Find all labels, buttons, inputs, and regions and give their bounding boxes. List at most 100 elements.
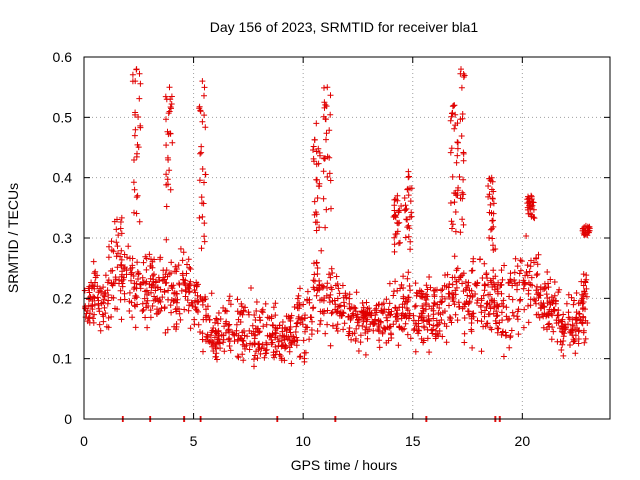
data-point (257, 350, 264, 357)
data-point (252, 317, 259, 323)
data-point (517, 267, 524, 274)
data-point (181, 280, 188, 287)
data-point (397, 285, 404, 292)
data-point (501, 262, 508, 269)
data-point (163, 181, 170, 188)
data-point (117, 261, 124, 268)
data-point (543, 291, 550, 298)
data-point (533, 255, 540, 261)
data-point (328, 205, 334, 212)
data-point (246, 311, 252, 318)
data-point (526, 196, 533, 203)
data-point (511, 277, 518, 283)
data-point (287, 324, 294, 330)
data-point (446, 302, 452, 309)
data-point (259, 309, 266, 316)
data-point (102, 272, 109, 279)
data-point (321, 104, 328, 111)
data-point (105, 314, 112, 321)
data-point (294, 319, 301, 326)
data-point (208, 290, 215, 297)
data-point (169, 285, 176, 292)
axis-ticks: 0 0.1 0.2 0.3 0.4 0.5 0.6 0 5 10 15 20 (53, 49, 610, 449)
data-point (346, 305, 353, 312)
data-point (161, 304, 168, 311)
data-point (146, 281, 153, 288)
data-point (81, 287, 88, 294)
y-tick-label: 0.1 (53, 351, 73, 367)
data-point (485, 193, 492, 200)
data-point (452, 228, 459, 235)
data-point (272, 334, 279, 341)
data-point (208, 339, 215, 346)
data-point (177, 316, 184, 323)
data-point (405, 174, 412, 181)
data-point (273, 348, 280, 355)
data-point (393, 318, 400, 325)
data-point (584, 320, 591, 326)
data-point (117, 287, 124, 294)
data-point (120, 265, 127, 272)
data-point (506, 279, 513, 286)
data-point (204, 334, 211, 341)
data-point (534, 261, 541, 268)
data-point (102, 290, 109, 296)
data-point (576, 310, 582, 317)
data-point (263, 339, 270, 346)
data-point (180, 249, 187, 256)
data-point (147, 307, 154, 314)
data-point (583, 293, 590, 300)
data-point (404, 216, 411, 223)
data-point (460, 221, 467, 228)
data-point (451, 125, 458, 132)
data-point (253, 299, 260, 305)
data-point (211, 334, 218, 341)
data-point (177, 245, 184, 252)
data-point (240, 357, 247, 364)
data-point (412, 302, 419, 309)
data-point (581, 339, 588, 346)
data-point (525, 319, 532, 326)
data-point (454, 265, 461, 272)
data-point (514, 263, 521, 270)
data-point (554, 338, 561, 345)
data-point (487, 226, 494, 233)
data-point (448, 145, 455, 152)
data-point (234, 296, 241, 303)
data-point (430, 322, 437, 329)
data-point (520, 324, 527, 331)
data-point (412, 348, 419, 355)
data-point (313, 120, 320, 127)
data-point (490, 188, 497, 195)
data-point (132, 126, 139, 133)
data-point (196, 214, 203, 221)
data-point (163, 171, 170, 178)
data-point (197, 150, 204, 157)
data-point (353, 335, 359, 342)
y-tick-label: 0.4 (53, 170, 73, 186)
data-point (118, 214, 125, 221)
data-point (304, 288, 311, 295)
data-point (484, 275, 491, 282)
data-point (348, 336, 355, 343)
data-point (457, 229, 464, 236)
data-point (525, 290, 532, 297)
data-point (379, 330, 386, 337)
data-point (317, 317, 324, 324)
x-axis-label: GPS time / hours (291, 457, 398, 473)
data-point (104, 300, 111, 307)
data-point (362, 330, 369, 336)
data-point (394, 192, 401, 199)
data-point (132, 78, 139, 85)
data-point (339, 282, 346, 289)
data-point (520, 285, 527, 292)
data-point (486, 234, 493, 241)
data-point (324, 280, 331, 287)
data-point (294, 305, 301, 312)
data-point (104, 279, 111, 286)
data-point (492, 317, 499, 324)
data-point (234, 353, 241, 360)
data-point (452, 209, 459, 215)
data-point (212, 353, 219, 360)
data-point (296, 354, 303, 360)
